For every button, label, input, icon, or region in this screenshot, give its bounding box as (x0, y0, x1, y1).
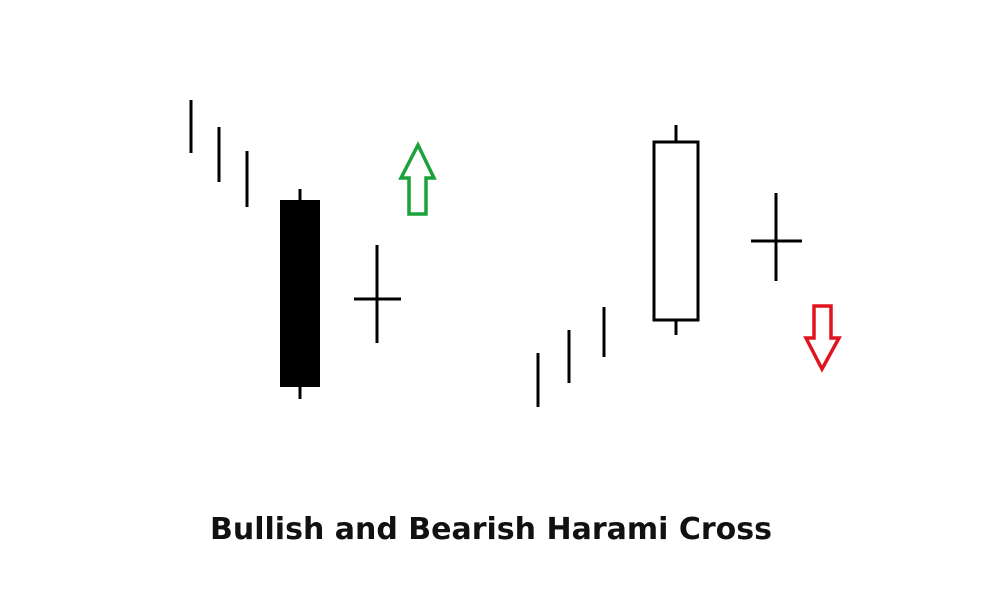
candle-body-hollow (652, 140, 700, 322)
downtrend-ticks (189, 100, 249, 207)
diagram-caption: Bullish and Bearish Harami Cross (210, 512, 772, 547)
candle-body-filled (280, 200, 320, 387)
bullish-harami-cross (189, 100, 437, 399)
uptrend-ticks (536, 307, 606, 407)
bearish-harami-cross (536, 125, 842, 407)
doji-cross (354, 245, 401, 343)
arrow-down-outline-icon (803, 304, 842, 373)
bullish-candle (652, 125, 700, 335)
bearish-candle (280, 189, 320, 399)
doji-cross (751, 193, 802, 281)
arrow-up-outline-icon (398, 141, 437, 216)
